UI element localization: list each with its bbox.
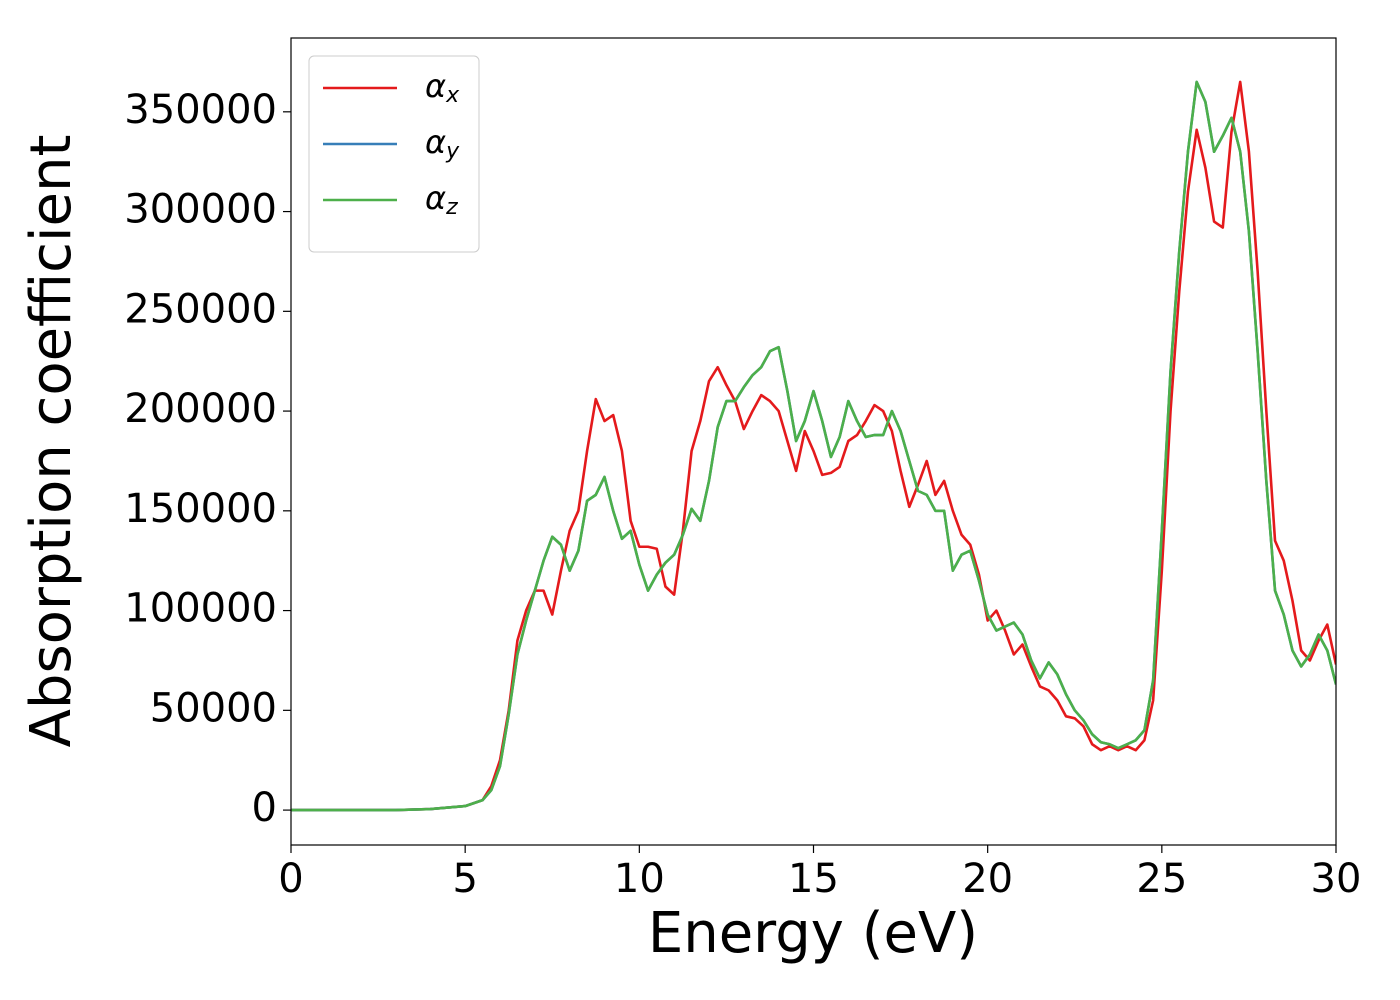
x-tick-label: 30 xyxy=(1311,856,1362,902)
legend-label: αx xyxy=(425,67,460,108)
series-line xyxy=(291,80,1336,812)
y-tick-label: 50000 xyxy=(150,685,277,731)
y-tick-label: 250000 xyxy=(124,286,277,332)
x-tick-label: 10 xyxy=(614,856,665,902)
legend-label: αz xyxy=(425,179,458,220)
y-axis-label: Absorption coefficient xyxy=(19,135,84,748)
x-tick-label: 20 xyxy=(962,856,1013,902)
y-tick-label: 350000 xyxy=(124,87,277,133)
y-tick-label: 100000 xyxy=(124,586,277,632)
x-tick-label: 15 xyxy=(788,856,839,902)
y-tick-label: 0 xyxy=(252,785,277,831)
x-tick-label: 25 xyxy=(1136,856,1187,902)
y-tick-label: 300000 xyxy=(124,187,277,233)
legend-label: αy xyxy=(425,123,460,164)
x-tick-label: 0 xyxy=(278,856,303,902)
x-axis-label: Energy (eV) xyxy=(648,901,978,966)
x-tick-label: 5 xyxy=(452,856,477,902)
y-tick-label: 200000 xyxy=(124,386,277,432)
plot-lines xyxy=(291,80,1336,812)
y-tick-label: 150000 xyxy=(124,486,277,532)
series-line xyxy=(291,80,1336,812)
legend-box xyxy=(308,55,480,253)
